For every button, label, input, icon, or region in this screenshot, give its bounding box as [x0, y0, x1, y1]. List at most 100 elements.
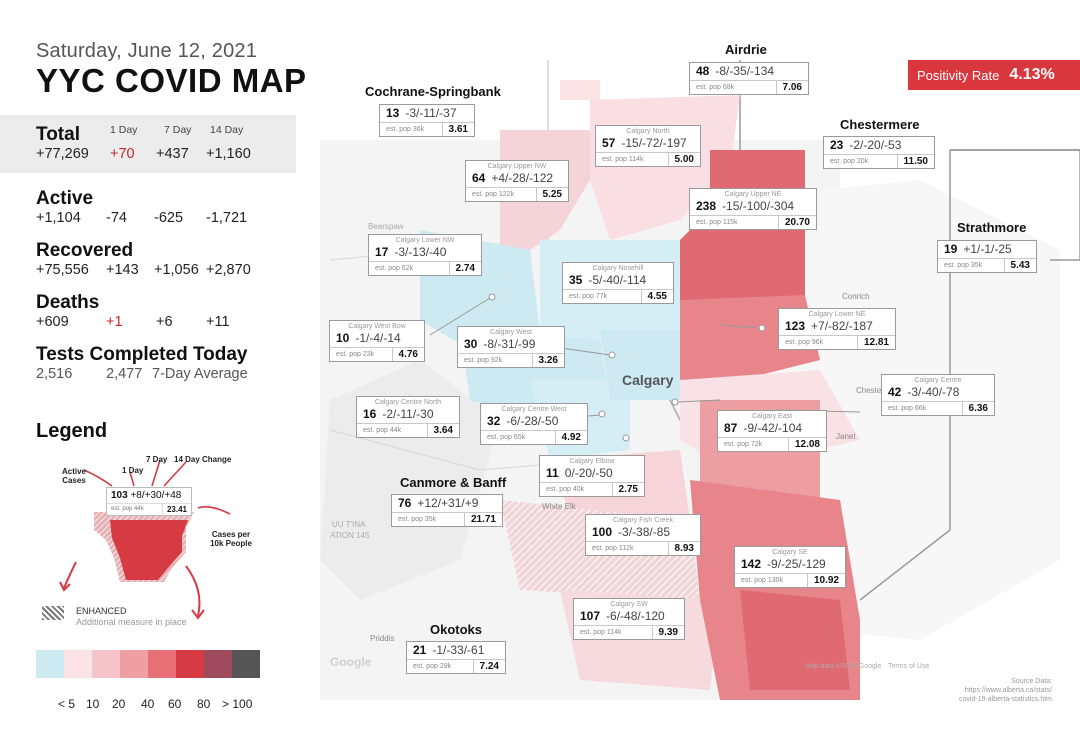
stat-value: +75,556 [36, 262, 89, 278]
source-url-2[interactable]: covid-19-alberta-statistics.htm [959, 695, 1052, 703]
card-active-cases: 57 [602, 136, 616, 150]
card-region-name: Calgary West [490, 329, 532, 336]
card-active-cases: 13 [386, 106, 400, 120]
region-card-okotoks[interactable]: 21 -1/-33/-61 est. pop 29k 7.24 [406, 641, 506, 674]
region-card-chestermere[interactable]: 23 -2/-20/-53 est. pop 20k 11.50 [823, 136, 935, 169]
region-centre-north[interactable] [600, 330, 680, 400]
card-pop: est. pop 72k [724, 441, 763, 448]
stat-7day: -625 [154, 210, 184, 226]
stat-14day: -1,721 [206, 210, 248, 226]
region-card-se[interactable]: Calgary SE 142 -9/-25/-129 est. pop 130k 10.… [734, 546, 846, 588]
region-card-west[interactable]: Calgary West 30 -8/-31/-99 est. pop 92k 3.26 [457, 326, 565, 368]
card-pop: est. pop 23k [336, 351, 375, 358]
stat-14day: +11 [206, 314, 230, 330]
region-card-lowernw[interactable]: Calgary Lower NW 17 -3/-13/-40 est. pop 62k… [368, 234, 482, 276]
legend-active-cases-label: Active Cases [61, 467, 86, 485]
region-card-cochrane[interactable]: 13 -3/-11/-37 est. pop 36k 3.61 [379, 104, 475, 137]
terms-link[interactable]: Terms of Use [888, 663, 930, 670]
card-active-cases: 32 [487, 414, 501, 428]
region-card-upperne[interactable]: Calgary Upper NE 238 -15/-100/-304 est. pop… [689, 188, 817, 230]
scale-label: 40 [141, 697, 155, 711]
scale-swatch [204, 650, 232, 678]
scale-label: 20 [112, 697, 126, 711]
stat-avg-label: 7-Day Average [152, 366, 248, 382]
stat-deaths: Deaths +609 +1 +6 +11 [36, 292, 296, 332]
card-changes: -1/-33/-61 [432, 643, 485, 657]
report-date: Saturday, June 12, 2021 [36, 40, 258, 62]
card-changes: -3/-40/-78 [907, 385, 960, 399]
stat-1day: +70 [110, 146, 135, 162]
card-changes: -6/-28/-50 [506, 414, 559, 428]
card-region-name: Calgary Nosehill [592, 265, 644, 272]
total-band [0, 115, 296, 173]
card-active-cases: 21 [413, 643, 427, 657]
stat-label: Tests Completed Today [36, 344, 248, 365]
card-region-name: Calgary Lower NE [808, 311, 866, 318]
card-region-name: Calgary Fish Creek [613, 517, 673, 524]
card-rate: 2.75 [611, 483, 644, 496]
enhanced-sub: Additional measure in place [76, 616, 187, 627]
stat-value: +1,104 [36, 210, 81, 226]
card-changes: -8/-35/-134 [715, 64, 775, 78]
card-pop: est. pop 114k [602, 156, 644, 163]
legend-7day-label: 7 Day [146, 455, 168, 464]
label-white-elk: White Elk [542, 502, 576, 511]
card-pop: est. pop 40k [546, 486, 585, 493]
label-tsuu-tina: UU T'INA [332, 520, 366, 529]
region-card-canmore[interactable]: 76 +12/+31/+9 est. pop 35k 21.71 [391, 494, 503, 527]
card-pop: est. pop 35k [398, 516, 437, 523]
scale-swatch [92, 650, 120, 678]
stat-total: Total 1 Day 7 Day 14 Day +77,269 +70 +43… [36, 124, 296, 164]
card-rate: 10.92 [806, 574, 845, 587]
region-card-lowerne[interactable]: Calgary Lower NE 123 +7/-82/-187 est. pop 9… [778, 308, 896, 350]
card-region-name: Calgary Upper NW [487, 163, 547, 170]
region-card-north[interactable]: Calgary North 57 -15/-72/-197 est. pop 114k… [595, 125, 701, 167]
card-active-cases: 87 [724, 421, 738, 435]
region-card-nosehill[interactable]: Calgary Nosehill 35 -5/-40/-114 est. pop 77… [562, 262, 674, 304]
card-pop: est. pop 68k [696, 84, 735, 91]
scale-label: 60 [168, 697, 182, 711]
card-rate: 11.50 [896, 155, 934, 168]
card-rate: 4.55 [640, 290, 673, 303]
region-card-centrewest[interactable]: Calgary Centre West 32 -6/-28/-50 est. pop … [480, 403, 588, 445]
card-changes: -5/-40/-114 [588, 273, 647, 287]
region-card-sw[interactable]: Calgary SW 107 -6/-48/-120 est. pop 114k 9.3… [573, 598, 685, 640]
region-card-centrenorth[interactable]: Calgary Centre North 16 -2/-11/-30 est. pop… [356, 396, 460, 438]
card-active-cases: 16 [363, 407, 377, 421]
source-url-1[interactable]: https://www.alberta.ca/stats/ [964, 686, 1052, 694]
scale-swatch [176, 650, 204, 678]
label-bearspaw: Bearspaw [368, 222, 404, 231]
card-rate: 12.81 [856, 336, 895, 349]
region-card-centre[interactable]: Calgary Centre 42 -3/-40/-78 est. pop 66k 6.… [881, 374, 995, 416]
region-card-strathmore[interactable]: 19 +1/-1/-25 est. pop 35k 5.43 [937, 240, 1037, 273]
card-region-name: Calgary Upper NE [724, 191, 782, 198]
ext-canmore: Canmore & Banff [400, 475, 507, 490]
card-region-name: Calgary Elbow [569, 458, 615, 465]
region-card-airdrie[interactable]: 48 -8/-35/-134 est. pop 68k 7.06 [689, 62, 809, 95]
source-data: Source Data: https://www.alberta.ca/stat… [940, 678, 1052, 704]
region-card-westbow[interactable]: Calgary West Bow 10 -1/-4/-14 est. pop 23k 4… [329, 320, 425, 362]
region-card-fishcreek[interactable]: Calgary Fish Creek 100 -3/-38/-85 est. pop … [585, 514, 701, 556]
scale-swatch [36, 650, 64, 678]
card-pop: est. pop 112k [592, 545, 634, 552]
scale-swatch [232, 650, 260, 678]
region-card-elbow[interactable]: Calgary Elbow 11 0/-20/-50 est. pop 40k 2.75 [539, 455, 645, 497]
scale-label: < 5 [58, 697, 76, 711]
stat-1day: +1 [106, 314, 123, 330]
card-pop: est. pop 66k [888, 405, 927, 412]
card-region-name: Calgary SW [610, 601, 648, 608]
card-pop: est. pop 62k [375, 265, 414, 272]
region-card-uppernw[interactable]: Calgary Upper NW 64 +4/-28/-122 est. pop 12… [465, 160, 569, 202]
stat-label: Recovered [36, 240, 134, 261]
stat-label: Total [36, 124, 80, 145]
card-rate: 5.43 [1003, 259, 1036, 272]
card-pop: est. pop 65k [487, 434, 526, 441]
card-active-cases: 100 [592, 525, 613, 539]
region-card-east[interactable]: Calgary East 87 -9/-42/-104 est. pop 72k 12.… [717, 410, 827, 452]
stat-7day-avg: 2,477 [106, 366, 143, 382]
card-pop: est. pop 20k [830, 158, 869, 165]
card-rate: 2.74 [448, 262, 481, 275]
card-changes: -9/-42/-104 [743, 421, 803, 435]
stat-7day: +437 [156, 146, 189, 162]
map[interactable]: 48 -8/-35/-134 est. pop 68k 7.06 13 -3/-11/-3… [300, 0, 1080, 734]
